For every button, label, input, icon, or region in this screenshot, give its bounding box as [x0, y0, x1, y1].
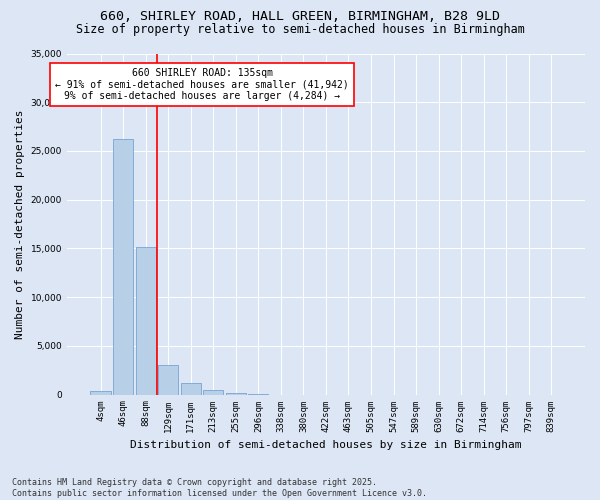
Bar: [91, 390, 111, 394]
Text: 660, SHIRLEY ROAD, HALL GREEN, BIRMINGHAM, B28 9LD: 660, SHIRLEY ROAD, HALL GREEN, BIRMINGHA…: [100, 10, 500, 23]
Bar: [203, 390, 223, 394]
Y-axis label: Number of semi-detached properties: Number of semi-detached properties: [15, 110, 25, 339]
Bar: [136, 248, 156, 394]
Text: Contains HM Land Registry data © Crown copyright and database right 2025.
Contai: Contains HM Land Registry data © Crown c…: [12, 478, 427, 498]
Text: Size of property relative to semi-detached houses in Birmingham: Size of property relative to semi-detach…: [76, 22, 524, 36]
Bar: [226, 392, 246, 394]
Bar: [181, 384, 201, 394]
Text: 660 SHIRLEY ROAD: 135sqm
← 91% of semi-detached houses are smaller (41,942)
9% o: 660 SHIRLEY ROAD: 135sqm ← 91% of semi-d…: [55, 68, 349, 102]
Bar: [113, 140, 133, 394]
X-axis label: Distribution of semi-detached houses by size in Birmingham: Distribution of semi-detached houses by …: [130, 440, 522, 450]
Bar: [158, 365, 178, 394]
